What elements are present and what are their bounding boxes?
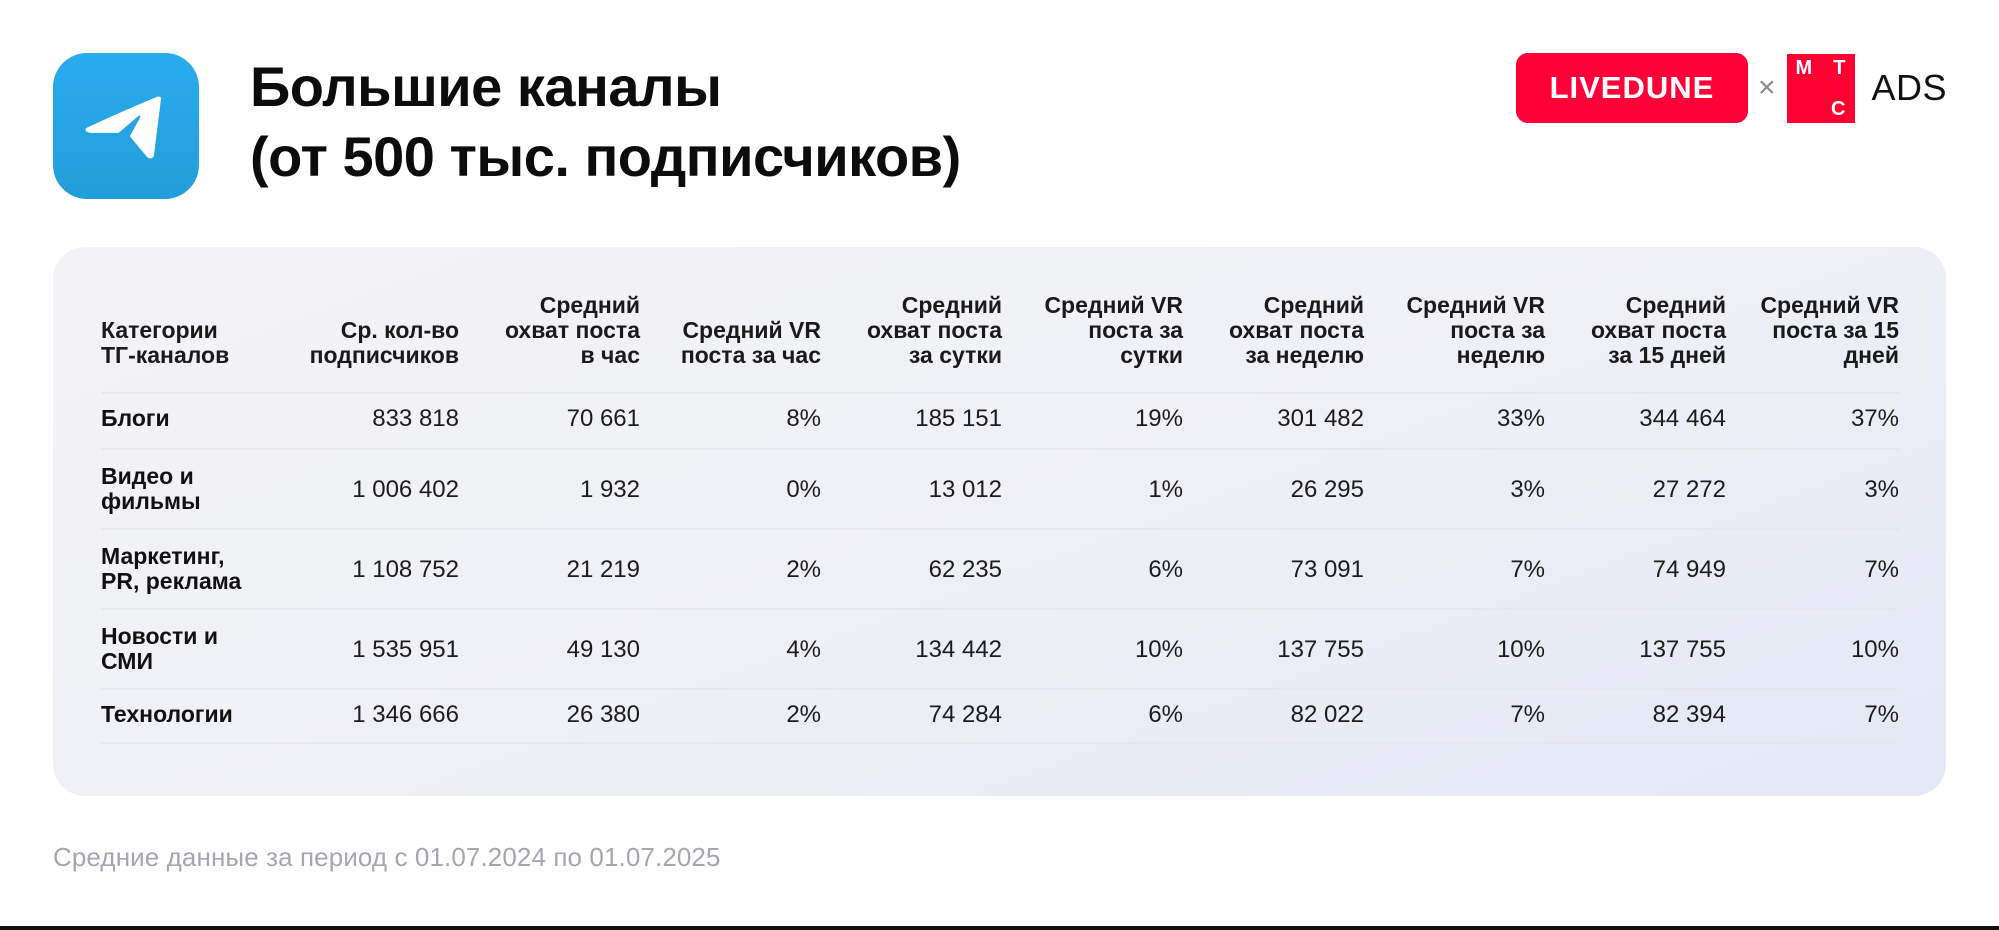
table-cell: 27 272 — [1545, 448, 1726, 529]
table-row: Видео и фильмы 1 006 402 1 932 0% 13 012… — [101, 448, 1899, 529]
table-cell: 3% — [1364, 448, 1545, 529]
table-cell: 13 012 — [821, 448, 1002, 529]
table-cell: 26 295 — [1183, 448, 1364, 529]
stats-table: Категории ТГ-каналов Ср. кол-во подписчи… — [101, 293, 1899, 797]
table-cell: 1 108 752 — [261, 528, 459, 609]
table-cell: 8% — [640, 392, 821, 449]
category-cell: Новости и СМИ — [101, 608, 261, 689]
category-cell: Технологии — [101, 688, 261, 743]
cross-separator-icon: × — [1757, 71, 1776, 104]
brand-logos: LIVEDUNE × М Т С ADS — [1515, 53, 1947, 123]
column-header-subscribers: Ср. кол-во подписчиков — [309, 317, 459, 368]
table-cell: 37% — [1726, 392, 1899, 449]
table-cell: 0% — [640, 448, 821, 529]
table-row: Маркетинг, PR, реклама 1 108 752 21 219 … — [101, 528, 1899, 609]
table-row: Блоги 833 818 70 661 8% 185 151 19% 301 … — [101, 392, 1899, 449]
table-header-row: Категории ТГ-каналов Ср. кол-во подписчи… — [101, 293, 1899, 393]
table-cell: 19% — [1002, 392, 1183, 449]
title-line-1: Большие каналы — [250, 55, 722, 118]
column-header-reach-hour: Средний охват поста в час — [504, 292, 640, 368]
page-title: Большие каналы (от 500 тыс. подписчиков) — [250, 52, 961, 192]
table-cell: 21 219 — [459, 528, 640, 609]
table-cell: 82 394 — [1545, 688, 1726, 743]
table-cell: 7% — [1364, 528, 1545, 609]
table-cell: 10% — [1726, 608, 1899, 689]
table-cell: 185 151 — [821, 392, 1002, 449]
table-cell: 70 661 — [459, 392, 640, 449]
table-cell: 7% — [1726, 528, 1899, 609]
column-header-vr-day: Средний VR поста за сутки — [1044, 292, 1183, 368]
table-cell: 73 091 — [1183, 528, 1364, 609]
title-line-2: (от 500 тыс. подписчиков) — [250, 125, 961, 188]
table-row: Новости и СМИ 1 535 951 49 130 4% 134 44… — [101, 608, 1899, 689]
table-cell: 833 818 — [261, 392, 459, 449]
table-cell: 301 482 — [1183, 392, 1364, 449]
table-cell: 74 949 — [1545, 528, 1726, 609]
table-cell: 10% — [1364, 608, 1545, 689]
table-cell: 137 755 — [1545, 608, 1726, 689]
table-cell: 1% — [1002, 448, 1183, 529]
period-footnote: Средние данные за период с 01.07.2024 по… — [53, 842, 721, 872]
table-cell: 6% — [1002, 528, 1183, 609]
table-cell: 344 464 — [1545, 392, 1726, 449]
table-cell: 6% — [1002, 688, 1183, 743]
mts-logo: М Т С — [1787, 53, 1856, 123]
category-cell: Блоги — [101, 392, 261, 449]
table-cell: 7% — [1726, 688, 1899, 743]
ads-logo-text: ADS — [1871, 67, 1947, 108]
table-cell: 49 130 — [459, 608, 640, 689]
table-cell: 137 755 — [1183, 608, 1364, 689]
table-cell: 62 235 — [821, 528, 1002, 609]
table-cell: 33% — [1364, 392, 1545, 449]
mts-letter-c: С — [1831, 97, 1846, 120]
table-cell: 7% — [1364, 688, 1545, 743]
mts-letter-m: М — [1795, 56, 1813, 79]
table-cell: 1 535 951 — [261, 608, 459, 689]
table-bottom-divider — [101, 742, 1899, 797]
column-header-vr-week: Средний VR поста за неделю — [1406, 292, 1545, 368]
table-cell: 26 380 — [459, 688, 640, 743]
telegram-icon — [53, 53, 199, 199]
table-cell: 1 932 — [459, 448, 640, 529]
table-cell: 134 442 — [821, 608, 1002, 689]
paper-plane-icon — [85, 96, 162, 159]
column-header-reach-week: Средний охват поста за неделю — [1228, 292, 1364, 368]
bottom-border — [0, 926, 1999, 930]
livedune-logo: LIVEDUNE — [1515, 53, 1748, 123]
table-cell: 1 006 402 — [261, 448, 459, 529]
column-header-vr-15d: Средний VR поста за 15 дней — [1760, 292, 1899, 368]
table-cell: 74 284 — [821, 688, 1002, 743]
column-header-vr-hour: Средний VR поста за час — [680, 317, 821, 368]
table-cell: 10% — [1002, 608, 1183, 689]
table-cell: 3% — [1726, 448, 1899, 529]
table-cell: 2% — [640, 688, 821, 743]
table-row: Технологии 1 346 666 26 380 2% 74 284 6%… — [101, 688, 1899, 743]
table-card: Категории ТГ-каналов Ср. кол-во подписчи… — [53, 247, 1946, 797]
column-header-reach-day: Средний охват поста за сутки — [866, 292, 1002, 368]
category-cell: Видео и фильмы — [101, 448, 261, 529]
category-cell: Маркетинг, PR, реклама — [101, 528, 261, 609]
column-header-category: Категории ТГ-каналов — [101, 317, 230, 368]
table-cell: 82 022 — [1183, 688, 1364, 743]
table-cell: 4% — [640, 608, 821, 689]
table-cell: 1 346 666 — [261, 688, 459, 743]
column-header-reach-15d: Средний охват поста за 15 дней — [1590, 292, 1726, 368]
mts-letter-t: Т — [1833, 56, 1846, 79]
table-cell: 2% — [640, 528, 821, 609]
